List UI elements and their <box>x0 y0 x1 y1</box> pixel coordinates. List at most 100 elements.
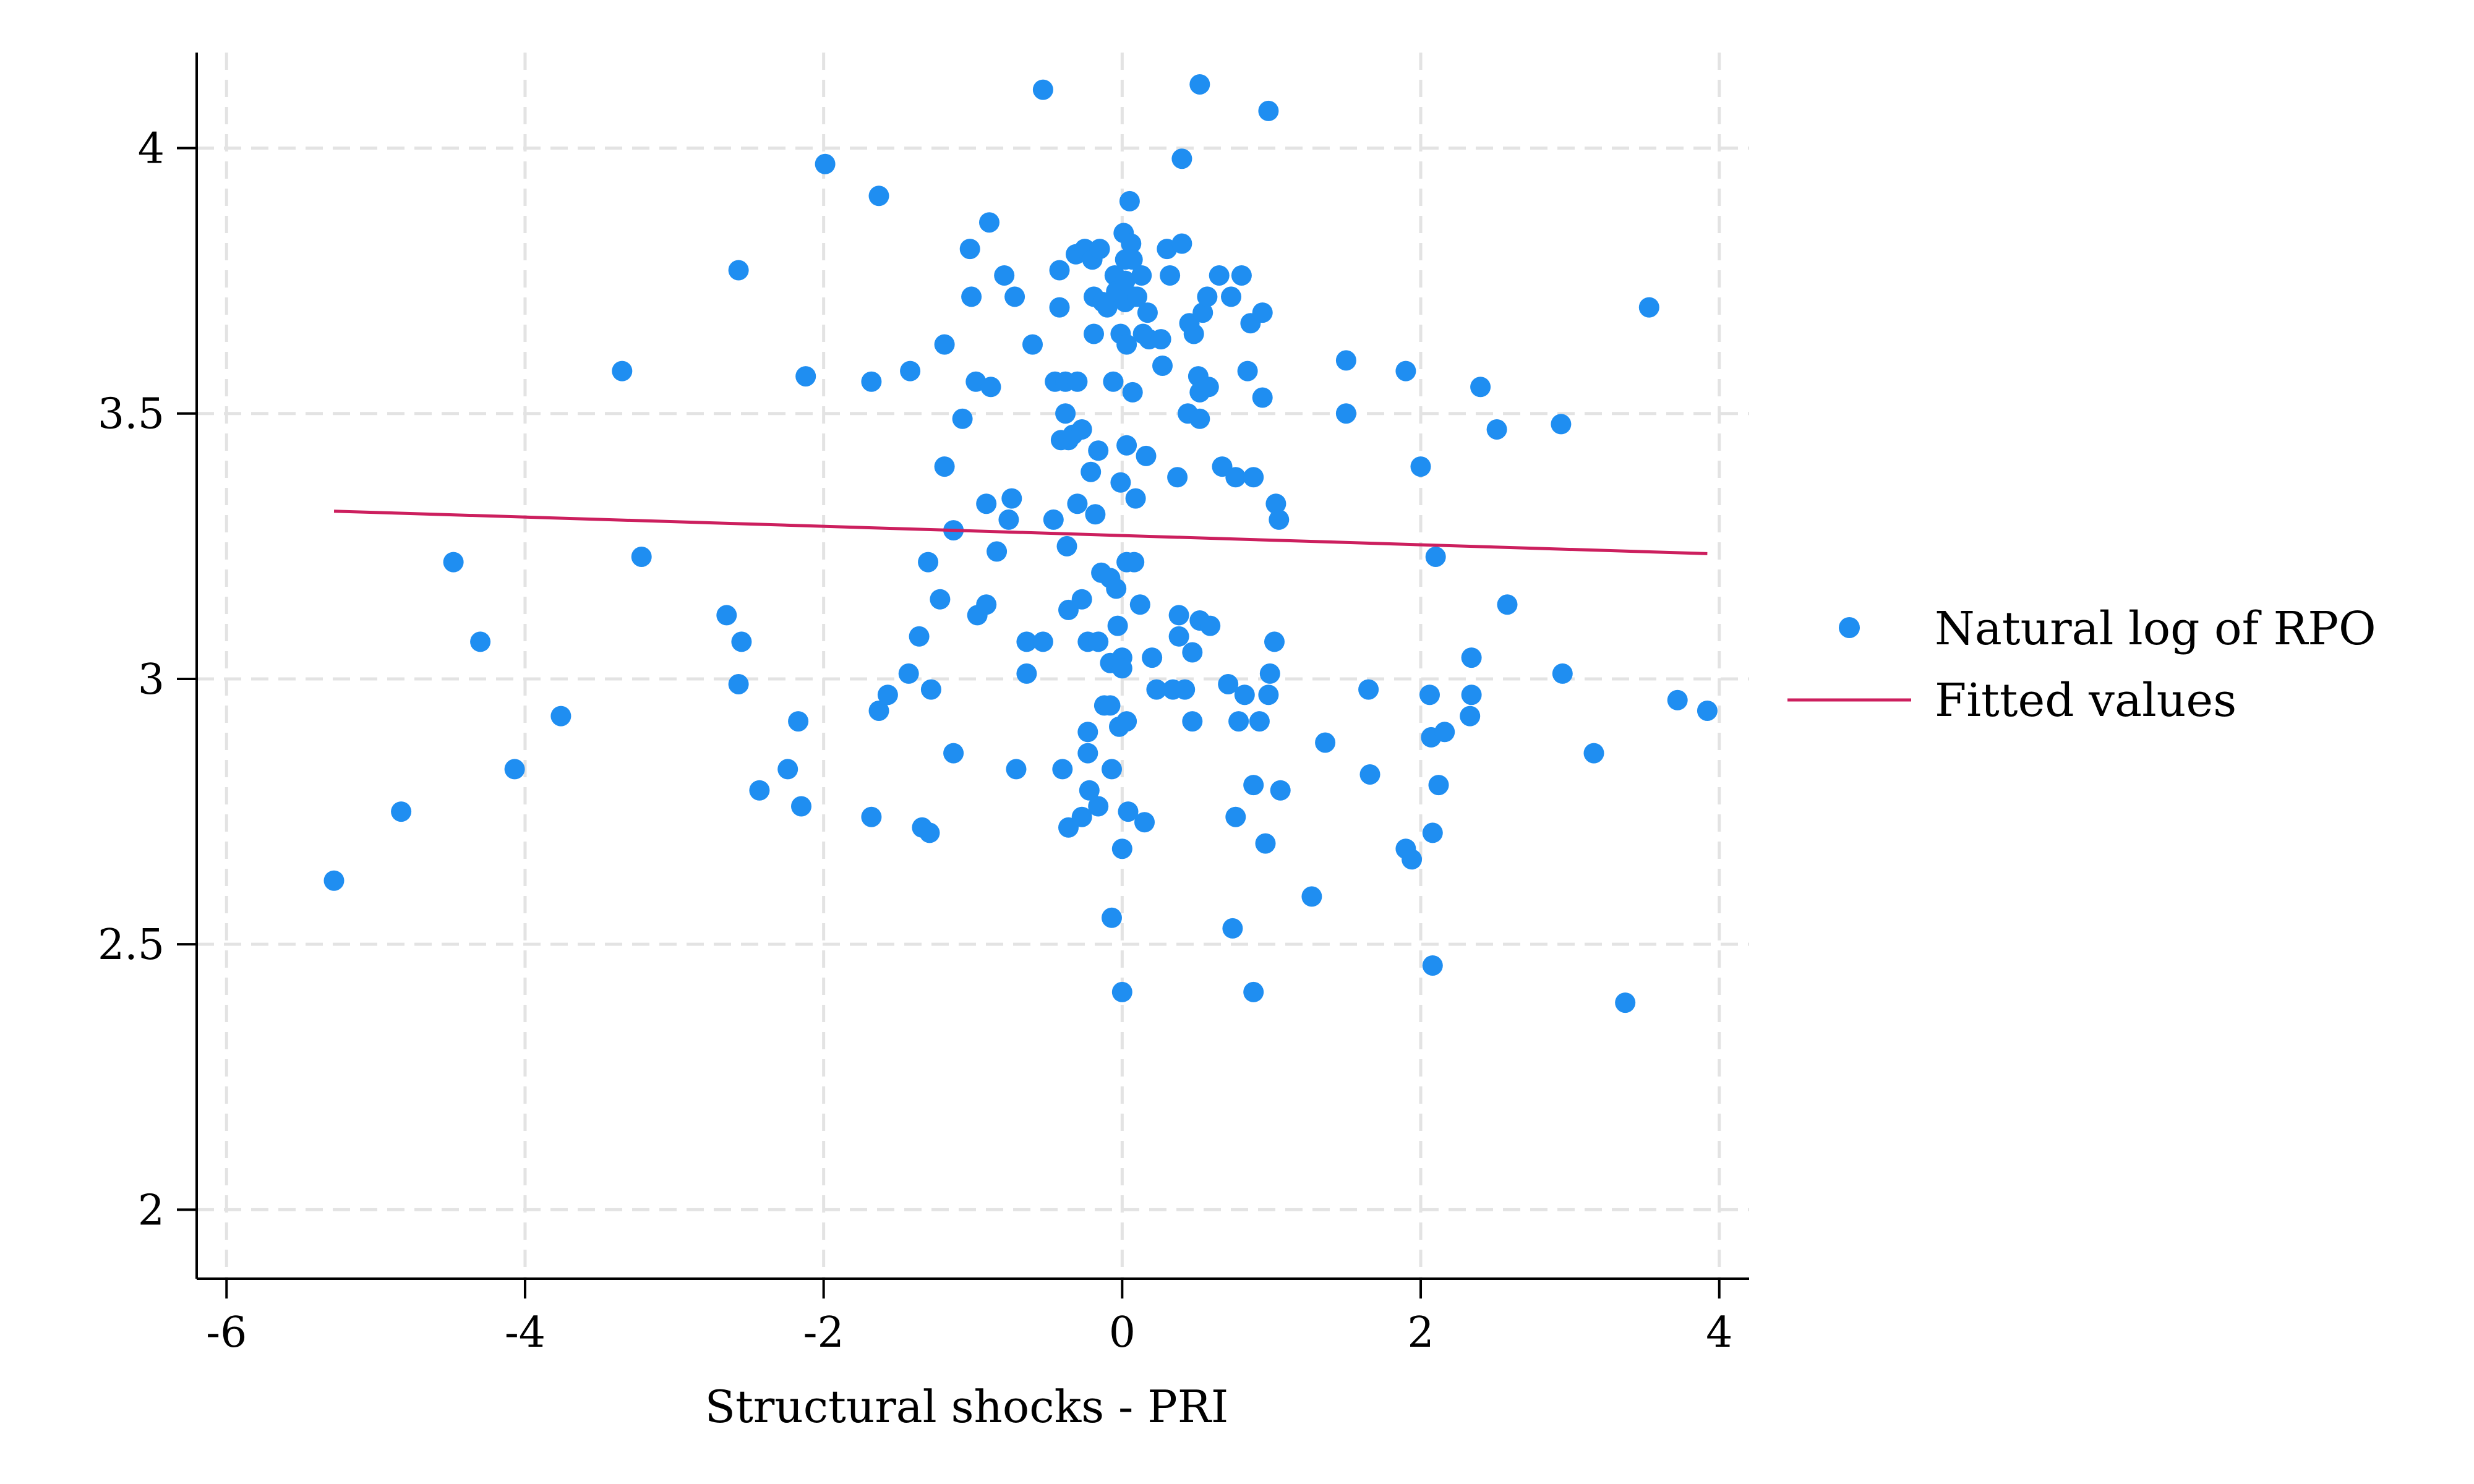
data-point <box>1402 849 1423 870</box>
data-point <box>1115 270 1136 291</box>
data-point <box>1189 408 1210 429</box>
data-point <box>1107 615 1128 636</box>
data-point <box>934 456 955 477</box>
data-point <box>1052 759 1073 780</box>
data-point <box>1335 403 1356 424</box>
x-axis-ticks: -6 -4 -2 0 2 4 <box>206 1279 1732 1357</box>
data-point <box>1243 981 1264 1002</box>
data-point <box>1198 377 1219 398</box>
data-point <box>980 377 1001 398</box>
x-tick-label: -4 <box>505 1308 546 1357</box>
data-point <box>1249 711 1270 732</box>
data-point <box>504 759 525 780</box>
data-point <box>728 260 749 281</box>
data-point <box>612 360 633 382</box>
data-point <box>998 509 1019 530</box>
y-tick-label: 2.5 <box>98 921 165 970</box>
data-point <box>1237 360 1258 382</box>
data-point <box>1122 249 1143 270</box>
data-point <box>1583 743 1604 764</box>
data-point <box>1142 647 1163 668</box>
data-point <box>898 663 919 684</box>
legend-point-marker <box>1839 617 1860 638</box>
data-point <box>959 239 980 260</box>
data-point <box>1049 260 1070 281</box>
data-point <box>1004 286 1025 307</box>
data-point <box>1111 838 1132 859</box>
data-point <box>1079 780 1100 801</box>
data-point <box>815 153 836 174</box>
data-point <box>1111 981 1132 1002</box>
data-point <box>868 701 889 721</box>
data-point <box>1171 148 1192 169</box>
data-point <box>861 806 882 827</box>
data-point <box>976 594 997 615</box>
data-point <box>1270 780 1291 801</box>
data-point <box>1119 190 1140 211</box>
x-tick-label: 4 <box>1706 1308 1732 1357</box>
data-point <box>987 541 1008 562</box>
data-point <box>1097 297 1118 318</box>
data-point <box>1667 689 1688 710</box>
data-point <box>1470 377 1491 398</box>
data-point <box>1022 334 1043 355</box>
data-point <box>1118 801 1139 822</box>
y-tick-label: 3 <box>138 655 165 704</box>
data-point <box>1410 456 1431 477</box>
data-point <box>1102 759 1122 780</box>
data-point <box>1269 509 1290 530</box>
data-point <box>1016 663 1037 684</box>
data-point <box>961 286 982 307</box>
data-point <box>391 801 412 822</box>
fitted-line-layer <box>333 510 1708 555</box>
data-point <box>1111 658 1132 679</box>
data-point <box>1122 382 1143 403</box>
data-point <box>1461 647 1482 668</box>
data-point <box>1255 833 1276 854</box>
data-point <box>1088 796 1109 817</box>
data-point <box>1183 323 1204 344</box>
data-point <box>1160 265 1181 286</box>
data-point <box>918 552 939 573</box>
data-point <box>1116 711 1137 732</box>
data-point <box>1228 711 1249 732</box>
data-point <box>1425 547 1446 567</box>
data-point <box>1146 679 1167 700</box>
data-point <box>861 371 882 392</box>
x-tick-label: 0 <box>1109 1308 1136 1357</box>
data-point <box>1084 323 1104 344</box>
data-point <box>1252 302 1273 323</box>
data-point <box>1121 233 1142 254</box>
data-point <box>1231 265 1252 286</box>
data-point <box>1100 695 1121 716</box>
data-point <box>1001 488 1022 509</box>
data-point <box>1043 509 1064 530</box>
data-point <box>716 605 737 626</box>
data-point <box>550 706 571 727</box>
data-point <box>1088 631 1109 652</box>
data-point <box>1124 552 1145 573</box>
data-point <box>1218 674 1239 694</box>
data-point <box>1071 589 1092 610</box>
data-point <box>1089 239 1110 260</box>
data-point <box>1428 775 1449 796</box>
data-point <box>1697 701 1718 721</box>
data-point <box>1067 493 1088 514</box>
data-point <box>1551 414 1572 435</box>
data-point <box>1182 711 1203 732</box>
axes <box>195 53 1749 1280</box>
data-point <box>1422 822 1443 843</box>
fitted-values-line <box>333 510 1708 555</box>
data-point <box>1129 594 1150 615</box>
data-point <box>952 408 973 429</box>
data-point <box>1497 594 1518 615</box>
x-axis-title: Structural shocks - PRI <box>705 1381 1229 1433</box>
data-point <box>443 552 464 573</box>
data-point <box>1434 722 1455 743</box>
data-point <box>1102 907 1122 928</box>
data-point <box>1171 233 1192 254</box>
data-point <box>1221 286 1241 307</box>
data-point <box>1265 493 1286 514</box>
